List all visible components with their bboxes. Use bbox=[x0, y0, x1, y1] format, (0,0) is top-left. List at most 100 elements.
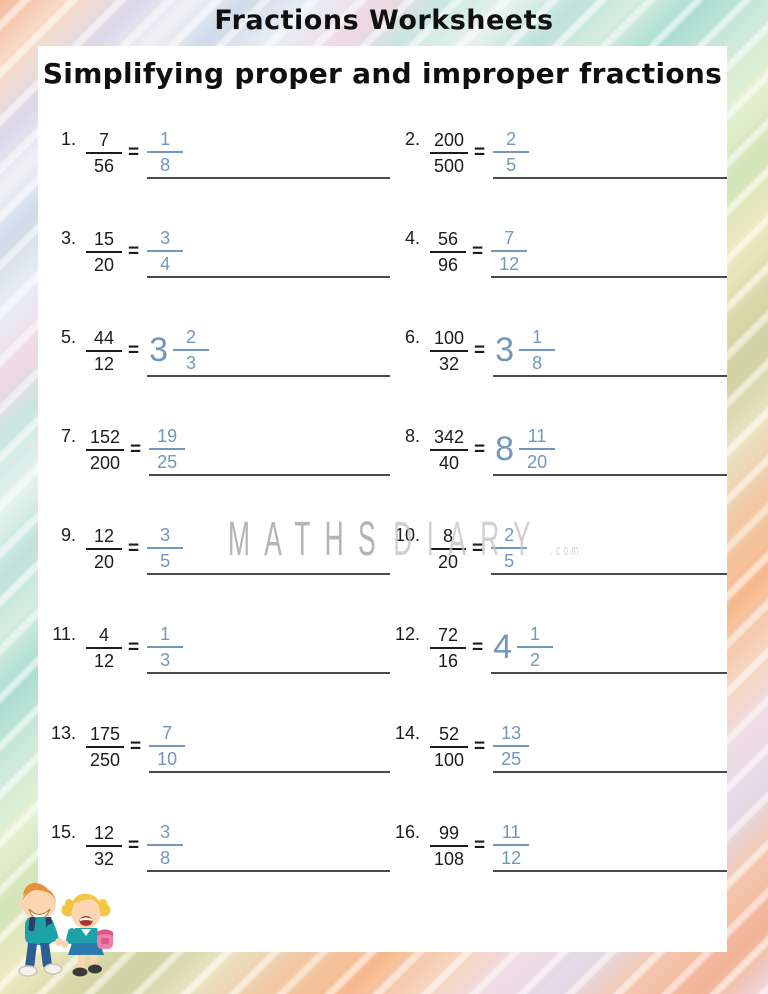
problem-number: 4. bbox=[404, 228, 420, 248]
problem-row: 8. 342 40 = 8 11 20 bbox=[390, 400, 727, 499]
answer-line: 13 25 bbox=[493, 721, 727, 773]
problem-fraction-numerator: 175 bbox=[86, 724, 125, 748]
problem-number: 7. bbox=[60, 426, 76, 446]
problem-fraction-numerator: 4 bbox=[86, 625, 122, 649]
boy-figure bbox=[18, 883, 63, 977]
answer-fraction: 13 25 bbox=[493, 723, 530, 769]
answer-fraction-denominator: 25 bbox=[157, 451, 178, 472]
answer-fraction-numerator: 11 bbox=[493, 822, 530, 846]
answer-fraction-numerator: 3 bbox=[147, 228, 184, 252]
problem-row: 14. 52 100 = 13 25 bbox=[390, 697, 727, 796]
problem-row: 15. 12 32 = 3 8 bbox=[46, 796, 390, 895]
problems-grid: 1. 7 56 = 1 8 2. 200 500 = 2 5 3 bbox=[46, 103, 727, 895]
problem-fraction: 12 32 bbox=[86, 823, 122, 869]
equals-sign: = bbox=[128, 240, 140, 262]
answer-fraction-numerator: 3 bbox=[147, 822, 184, 846]
problem-fraction: 175 250 bbox=[86, 724, 125, 770]
answer-line: 3 1 8 bbox=[493, 325, 727, 377]
answer-fraction-numerator: 1 bbox=[147, 624, 184, 648]
answer-fraction-numerator: 19 bbox=[149, 426, 186, 450]
equals-sign: = bbox=[472, 240, 484, 262]
answer-fraction: 1 8 bbox=[147, 129, 184, 175]
kids-illustration-icon bbox=[18, 883, 113, 977]
answer-whole-number: 4 bbox=[493, 627, 513, 666]
answer-fraction: 2 5 bbox=[491, 525, 528, 571]
page-title: Fractions Worksheets bbox=[214, 5, 554, 36]
problem-fraction-denominator: 100 bbox=[434, 749, 465, 770]
equals-sign: = bbox=[474, 339, 486, 361]
answer-line: 2 5 bbox=[493, 127, 727, 179]
answer-line: 8 11 20 bbox=[493, 424, 727, 476]
problem-number: 5. bbox=[60, 327, 76, 347]
answer-fraction: 3 5 bbox=[147, 525, 184, 571]
problem-fraction: 342 40 bbox=[430, 427, 469, 473]
problem-fraction-denominator: 40 bbox=[439, 452, 460, 473]
answer-line: 3 2 3 bbox=[147, 325, 390, 377]
problem-fraction-numerator: 12 bbox=[86, 526, 122, 550]
answer-fraction: 1 3 bbox=[147, 624, 184, 670]
answer-fraction-denominator: 5 bbox=[506, 154, 517, 175]
answer-line: 1 8 bbox=[147, 127, 390, 179]
answer-line: 7 10 bbox=[149, 721, 390, 773]
problem-row: 3. 15 20 = 3 4 bbox=[46, 202, 390, 301]
problem-row: 5. 44 12 = 3 2 3 bbox=[46, 301, 390, 400]
problem-fraction-denominator: 20 bbox=[93, 551, 115, 572]
problem-row: 4. 56 96 = 7 12 bbox=[390, 202, 727, 301]
answer-whole-number: 8 bbox=[495, 429, 515, 468]
worksheet-panel: Simplifying proper and improper fraction… bbox=[38, 46, 727, 952]
answer-fraction-denominator: 12 bbox=[501, 847, 522, 868]
answer-fraction-denominator: 4 bbox=[160, 253, 171, 274]
problem-number: 1. bbox=[60, 129, 76, 149]
problem-number: 16. bbox=[394, 822, 420, 842]
answer-fraction-denominator: 8 bbox=[160, 847, 171, 868]
answer-line: 11 12 bbox=[493, 820, 727, 872]
problem-fraction-denominator: 108 bbox=[434, 848, 465, 869]
answer-fraction-numerator: 1 bbox=[517, 624, 554, 648]
problem-fraction-numerator: 100 bbox=[430, 328, 469, 352]
problem-fraction-numerator: 15 bbox=[86, 229, 122, 253]
problem-fraction-numerator: 44 bbox=[86, 328, 122, 352]
problem-row: 6. 100 32 = 3 1 8 bbox=[390, 301, 727, 400]
watermark-diary-text: DIARY bbox=[393, 513, 545, 566]
answer-fraction: 11 12 bbox=[493, 822, 530, 868]
problem-fraction: 8 20 bbox=[430, 526, 466, 572]
answer-fraction-numerator: 7 bbox=[149, 723, 186, 747]
equals-sign: = bbox=[474, 141, 486, 163]
equals-sign: = bbox=[130, 438, 142, 460]
watermark-domain-text: .com bbox=[550, 542, 582, 559]
answer-fraction: 1 2 bbox=[517, 624, 554, 670]
problem-fraction-numerator: 72 bbox=[430, 625, 466, 649]
problem-fraction-numerator: 342 bbox=[430, 427, 469, 451]
equals-sign: = bbox=[128, 537, 140, 559]
problem-fraction: 4 12 bbox=[86, 625, 122, 671]
answer-whole-number: 3 bbox=[495, 330, 515, 369]
problem-fraction-denominator: 20 bbox=[93, 254, 115, 275]
problem-fraction-denominator: 32 bbox=[93, 848, 115, 869]
problem-number: 6. bbox=[404, 327, 420, 347]
problem-fraction-numerator: 52 bbox=[430, 724, 469, 748]
answer-line: 3 8 bbox=[147, 820, 390, 872]
equals-sign: = bbox=[128, 339, 140, 361]
equals-sign: = bbox=[128, 141, 140, 163]
equals-sign: = bbox=[472, 537, 484, 559]
answer-fraction-numerator: 2 bbox=[491, 525, 528, 549]
equals-sign: = bbox=[128, 834, 140, 856]
equals-sign: = bbox=[130, 735, 142, 757]
answer-fraction-numerator: 11 bbox=[519, 426, 556, 450]
answer-line: 3 5 bbox=[147, 523, 390, 575]
problem-number: 3. bbox=[60, 228, 76, 248]
problem-fraction-denominator: 16 bbox=[437, 650, 459, 671]
answer-whole-number: 3 bbox=[149, 330, 169, 369]
problem-number: 11. bbox=[52, 624, 76, 644]
problem-fraction: 72 16 bbox=[430, 625, 466, 671]
answer-fraction-denominator: 5 bbox=[504, 550, 515, 571]
problem-fraction: 200 500 bbox=[430, 130, 469, 176]
answer-fraction-numerator: 2 bbox=[493, 129, 530, 153]
problem-fraction-numerator: 99 bbox=[430, 823, 469, 847]
answer-fraction: 3 8 bbox=[147, 822, 184, 868]
answer-fraction-denominator: 3 bbox=[186, 352, 197, 373]
answer-fraction-denominator: 2 bbox=[530, 649, 541, 670]
answer-fraction-denominator: 25 bbox=[501, 748, 522, 769]
answer-fraction: 7 12 bbox=[491, 228, 528, 274]
answer-fraction: 1 8 bbox=[519, 327, 556, 373]
